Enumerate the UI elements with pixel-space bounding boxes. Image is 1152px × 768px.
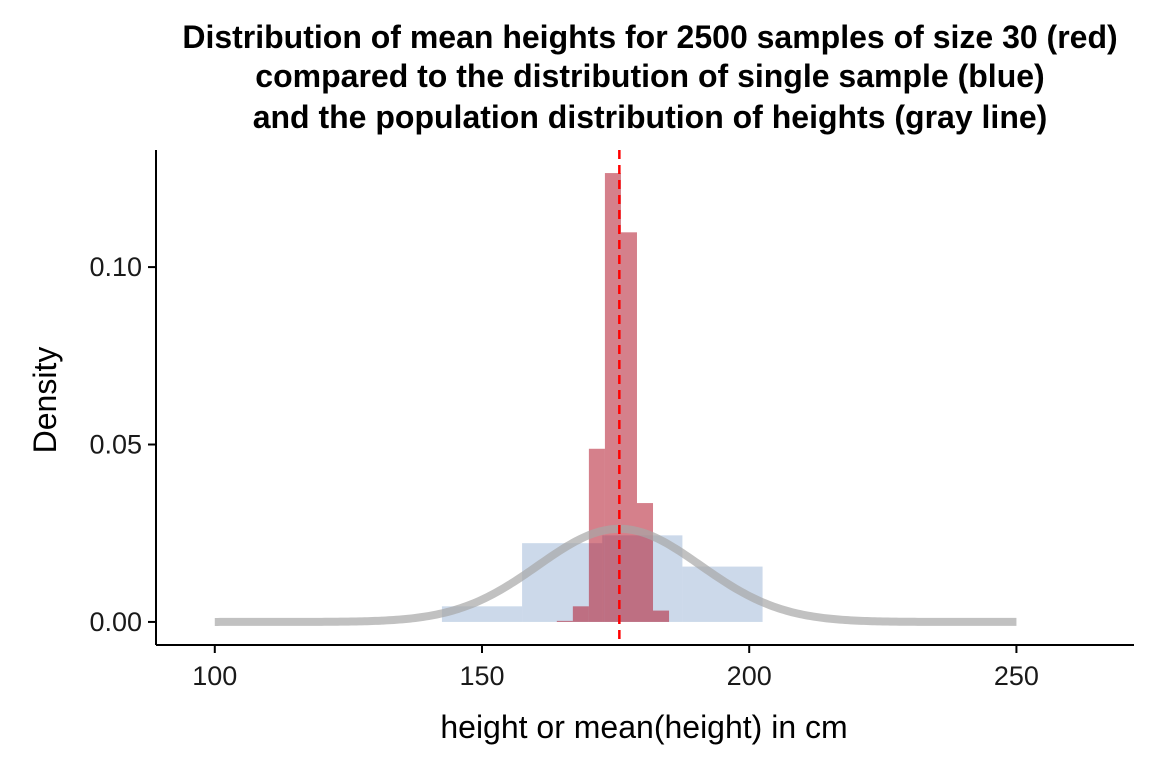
population-density-curve xyxy=(214,524,1017,626)
x-axis-title: height or mean(height) in cm xyxy=(440,709,847,745)
y-axis-ticks: 0.00 0.05 0.10 xyxy=(89,252,156,637)
y-axis-title: Density xyxy=(27,347,63,454)
y-tick-label: 0.00 xyxy=(89,607,142,637)
sample-mean-bar xyxy=(572,606,589,622)
x-axis-ticks: 100 150 200 250 xyxy=(192,645,1039,691)
chart-title-line-2: compared to the distribution of single s… xyxy=(255,58,1044,94)
x-tick-label: 250 xyxy=(994,661,1039,691)
population-curve-line xyxy=(214,524,1017,626)
y-tick-label: 0.10 xyxy=(89,252,142,282)
sample-mean-bar xyxy=(604,173,621,622)
y-tick-label: 0.05 xyxy=(89,430,142,460)
chart-title: Distribution of mean heights for 2500 sa… xyxy=(182,19,1117,135)
chart-title-line-3: and the population distribution of heigh… xyxy=(253,99,1048,135)
x-tick-label: 150 xyxy=(459,661,504,691)
x-tick-label: 100 xyxy=(192,661,237,691)
sample-mean-bar xyxy=(556,620,573,622)
sample-mean-bar xyxy=(653,610,670,622)
sample-mean-bar xyxy=(636,503,654,622)
x-tick-label: 200 xyxy=(727,661,772,691)
chart-title-line-1: Distribution of mean heights for 2500 sa… xyxy=(182,19,1117,55)
sample-mean-bar xyxy=(620,232,637,622)
axes xyxy=(155,150,1134,646)
